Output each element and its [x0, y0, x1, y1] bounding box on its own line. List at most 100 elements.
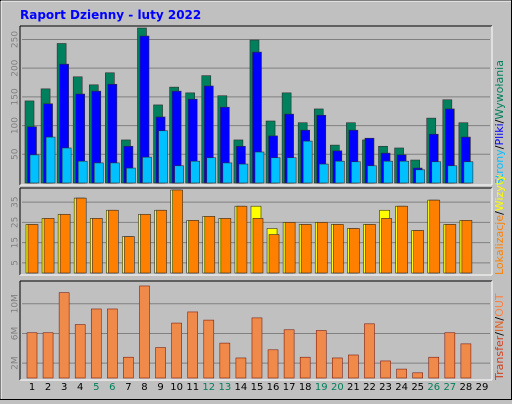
bar: [428, 356, 440, 379]
x-tick-label: 11: [186, 382, 199, 393]
x-tick-label: 1: [29, 382, 35, 393]
legend: Strony/Pliki/Wywołania: [493, 60, 506, 185]
legend-separator: /: [493, 145, 506, 149]
x-tick-label: 23: [379, 382, 392, 393]
bar: [283, 329, 295, 379]
bar: [251, 317, 263, 379]
bar: [268, 234, 280, 274]
bar: [45, 136, 56, 184]
y-tick-label: 150: [11, 88, 21, 105]
bar: [318, 163, 329, 184]
bar: [206, 157, 217, 184]
bar: [90, 308, 102, 379]
bar: [220, 218, 232, 274]
y-tick-label: 50: [11, 148, 21, 160]
bar: [365, 224, 376, 274]
bar: [110, 162, 120, 184]
bar: [367, 165, 377, 184]
bar: [43, 218, 55, 274]
bar: [108, 209, 119, 274]
x-tick-label: 20: [331, 382, 344, 393]
bar: [77, 160, 88, 184]
bar: [444, 332, 456, 379]
bar: [270, 157, 281, 184]
bar: [29, 154, 40, 184]
bar: [126, 167, 136, 184]
legend-entry: Strony: [493, 149, 506, 185]
bar: [59, 213, 71, 274]
bar: [123, 356, 134, 379]
bar: [252, 218, 264, 274]
x-tick-label: 27: [443, 382, 456, 393]
x-tick-label: 3: [61, 382, 67, 393]
bar: [235, 357, 247, 379]
y-tick-label: 10M: [11, 294, 21, 313]
bar: [172, 189, 183, 274]
chart-title: Raport Dzienny - luty 2022: [20, 8, 201, 22]
bar: [139, 285, 150, 379]
bar: [188, 220, 199, 274]
y-tick-label: 100: [11, 117, 21, 134]
bar: [412, 372, 423, 379]
bar: [222, 162, 233, 184]
bar: [431, 161, 442, 184]
bar: [190, 160, 200, 184]
legend-entry: Wizyty: [493, 174, 506, 211]
bar: [93, 162, 104, 184]
bar: [155, 347, 166, 379]
x-tick-label: 13: [218, 382, 231, 393]
x-tick-label: 28: [460, 382, 473, 393]
bar: [429, 199, 441, 274]
bar: [61, 147, 72, 184]
x-tick-label: 21: [347, 382, 360, 393]
bar: [302, 140, 313, 184]
legend-entry: Wywołania: [493, 60, 506, 120]
x-tick-label: 7: [125, 382, 131, 393]
bar: [315, 330, 327, 379]
bar: [364, 323, 375, 379]
bar: [187, 311, 198, 379]
x-tick-label: 22: [363, 382, 376, 393]
x-tick-label: 24: [395, 382, 408, 393]
x-tick-label: 4: [77, 382, 83, 393]
x-tick-label: 15: [251, 382, 264, 393]
bar: [238, 163, 249, 184]
bar: [107, 308, 118, 379]
x-tick-label: 5: [93, 382, 99, 393]
bar: [299, 356, 311, 379]
bar: [333, 224, 344, 274]
bar: [284, 222, 296, 274]
bar: [171, 322, 182, 379]
bar: [332, 357, 343, 379]
bar: [397, 205, 408, 274]
legend: Lokalizacje/Wizyty: [493, 174, 506, 275]
bar: [74, 324, 86, 379]
bar: [140, 213, 151, 274]
y-tick-label: 2M: [11, 356, 21, 370]
bar: [461, 220, 473, 274]
bar: [174, 165, 184, 184]
bar: [383, 160, 393, 184]
y-tick-label: 25: [11, 217, 21, 228]
bar: [58, 292, 70, 379]
bar: [236, 205, 248, 274]
bar: [286, 157, 297, 184]
bar: [27, 224, 39, 274]
bar: [349, 228, 360, 274]
x-tick-label: 17: [283, 382, 296, 393]
y-tick-label: 6M: [11, 327, 21, 341]
bar: [415, 169, 425, 184]
x-tick-label: 9: [157, 382, 163, 393]
bar: [91, 218, 103, 274]
legend-entry: Lokalizacje: [493, 215, 506, 275]
bar: [42, 332, 54, 379]
legend-separator: /: [493, 119, 506, 123]
x-tick-label: 26: [427, 382, 440, 393]
x-tick-label: 6: [109, 382, 115, 393]
legend-entry: Pliki: [493, 123, 506, 145]
legend: Transfer/IN/OUT: [493, 293, 506, 381]
bar: [445, 224, 457, 274]
bar: [380, 360, 391, 379]
x-tick-label: 19: [315, 382, 328, 393]
legend-separator: /: [493, 317, 506, 321]
